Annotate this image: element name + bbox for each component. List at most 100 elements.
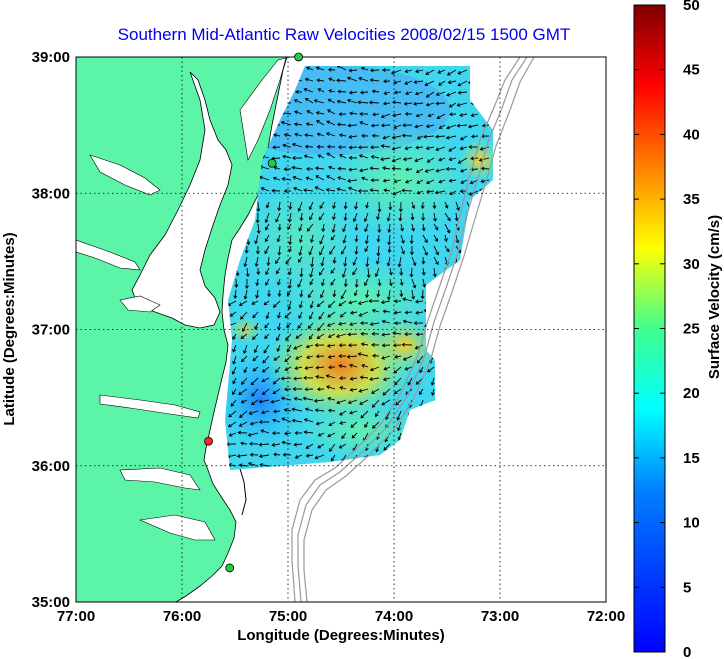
- velocity-arrowhead: [275, 260, 279, 265]
- velocity-arrow: [321, 278, 325, 286]
- velocity-arrow: [278, 322, 281, 330]
- velocity-arrow: [383, 366, 391, 370]
- velocity-arrow: [319, 234, 325, 245]
- velocity-arrow: [238, 388, 248, 395]
- velocity-arrow: [304, 418, 314, 423]
- velocity-arrow: [355, 234, 358, 242]
- velocity-arrowhead: [372, 353, 376, 358]
- velocity-arrow: [308, 333, 314, 340]
- velocity-arrowhead: [317, 444, 322, 449]
- velocity-arrow: [306, 66, 314, 71]
- velocity-arrow: [294, 123, 303, 126]
- velocity-arrow: [417, 355, 424, 364]
- velocity-arrowhead: [238, 463, 243, 468]
- velocity-arrowhead: [399, 282, 404, 286]
- velocity-arrowhead: [435, 168, 440, 173]
- velocity-arrowhead: [457, 90, 462, 95]
- velocity-arrow: [298, 311, 303, 319]
- velocity-arrow: [360, 91, 369, 94]
- velocity-arrow: [318, 432, 325, 437]
- velocity-arrowhead: [352, 271, 356, 276]
- velocity-arrow: [422, 223, 425, 231]
- velocity-arrow: [305, 366, 314, 369]
- velocity-arrow: [377, 212, 380, 220]
- velocity-arrow: [369, 377, 380, 380]
- velocity-arrow: [275, 366, 281, 373]
- velocity-arrowhead: [236, 454, 241, 458]
- velocity-arrow: [394, 311, 402, 314]
- velocity-arrowhead: [326, 343, 331, 348]
- velocity-arrow: [298, 256, 303, 263]
- velocity-arrow: [393, 80, 402, 84]
- velocity-arrowhead: [298, 239, 303, 244]
- velocity-arrowhead: [431, 392, 435, 396]
- velocity-arrowhead: [390, 70, 395, 75]
- velocity-arrow: [361, 343, 369, 346]
- velocity-arrow: [378, 278, 381, 286]
- velocity-arrowhead: [239, 414, 243, 418]
- velocity-arrow: [444, 201, 448, 209]
- velocity-arrow: [382, 320, 391, 324]
- x-tick-label: 75:00: [269, 608, 307, 625]
- velocity-arrow: [403, 157, 413, 160]
- velocity-arrow: [227, 300, 237, 306]
- velocity-arrow: [458, 69, 468, 75]
- velocity-arrow: [319, 267, 325, 276]
- velocity-arrowhead: [371, 89, 376, 94]
- velocity-arrow: [306, 355, 314, 359]
- velocity-arrowhead: [251, 301, 256, 305]
- velocity-arrow: [328, 409, 336, 412]
- velocity-arrow: [244, 289, 248, 299]
- velocity-arrow: [460, 146, 468, 150]
- velocity-arrowhead: [360, 66, 365, 71]
- velocity-arrow: [348, 187, 358, 192]
- velocity-arrow: [405, 91, 413, 95]
- velocity-arrow: [289, 278, 292, 289]
- velocity-arrow: [395, 399, 402, 406]
- velocity-arrow: [265, 234, 270, 242]
- velocity-arrow: [347, 355, 358, 358]
- velocity-arrowhead: [272, 145, 276, 150]
- velocity-arrow: [377, 245, 380, 256]
- velocity-arrow: [337, 176, 347, 181]
- velocity-arrowhead: [348, 134, 353, 139]
- velocity-arrowhead: [243, 350, 247, 355]
- velocity-arrowhead: [394, 321, 398, 326]
- velocity-arrow: [243, 366, 248, 373]
- velocity-arrow: [341, 432, 347, 439]
- velocity-arrow: [336, 333, 347, 338]
- isobaths: [291, 57, 535, 602]
- velocity-arrowhead: [328, 77, 333, 82]
- velocity-arrowhead: [382, 166, 386, 171]
- velocity-arrowhead: [376, 252, 381, 257]
- velocity-arrow: [265, 212, 270, 223]
- velocity-arrow: [425, 168, 435, 173]
- velocity-arrowhead: [254, 263, 259, 268]
- velocity-arrowhead: [401, 250, 405, 255]
- velocity-arrowhead: [393, 310, 398, 315]
- velocity-arrow: [327, 344, 336, 347]
- velocity-arrow: [257, 223, 260, 234]
- velocity-arrow: [284, 134, 292, 137]
- velocity-arrow: [232, 377, 237, 384]
- velocity-arrow: [246, 267, 249, 277]
- velocity-arrowhead: [455, 239, 460, 244]
- velocity-arrow: [299, 300, 303, 308]
- velocity-arrowhead: [255, 282, 260, 287]
- velocity-arrowhead: [348, 68, 353, 73]
- velocity-arrow: [298, 201, 303, 212]
- velocity-arrowhead: [325, 374, 330, 379]
- velocity-arrow: [352, 267, 358, 275]
- velocity-arrowhead: [275, 369, 279, 374]
- velocity-arrow: [340, 289, 347, 299]
- velocity-arrowhead: [393, 390, 398, 395]
- velocity-arrow: [383, 377, 391, 381]
- velocity-arrowhead: [317, 88, 322, 92]
- velocity-arrow: [435, 135, 446, 138]
- velocity-arrowhead: [383, 446, 387, 451]
- velocity-arrow: [387, 212, 391, 221]
- velocity-arrowhead: [381, 332, 386, 337]
- velocity-arrow: [422, 256, 425, 264]
- velocity-arrow: [244, 256, 248, 267]
